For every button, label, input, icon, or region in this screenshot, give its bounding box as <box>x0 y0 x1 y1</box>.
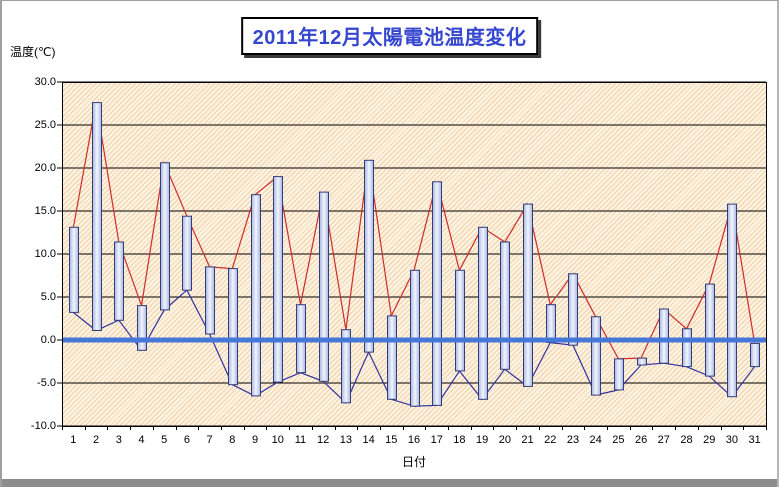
range-bar-day-21 <box>523 203 533 387</box>
x-tick-label-29: 29 <box>703 434 716 446</box>
y-tick-label-30.0: 30.0 <box>34 75 56 88</box>
x-tick-label-28: 28 <box>680 434 693 446</box>
x-tick-label-30: 30 <box>725 434 739 446</box>
range-bar-day-29 <box>705 283 715 377</box>
x-tick-label-8: 8 <box>229 434 236 446</box>
range-bar-day-27 <box>659 308 669 364</box>
range-bar-day-2 <box>92 102 102 331</box>
x-tick-label-24: 24 <box>589 434 602 446</box>
window-bottom-edge <box>2 479 777 487</box>
chart-title-box: 2011年12月太陽電池温度変化 <box>240 17 539 55</box>
x-tick-label-23: 23 <box>566 434 580 446</box>
plot-frame <box>62 82 767 427</box>
x-tick-label-13: 13 <box>339 434 352 446</box>
range-bar-day-4 <box>137 305 147 351</box>
y-tick-label-20.0: 20.0 <box>34 161 56 174</box>
x-tick-label-19: 19 <box>476 434 489 446</box>
x-tick-label-12: 12 <box>317 434 330 446</box>
range-bar-day-3 <box>114 241 124 321</box>
y-tick-label-0.0: 0.0 <box>40 333 56 346</box>
range-bar-day-7 <box>205 266 215 335</box>
x-tick-label-15: 15 <box>385 434 398 446</box>
x-tick-label-17: 17 <box>430 434 443 446</box>
x-tick-label-14: 14 <box>362 434 375 446</box>
y-tick-label--10.0: -10.0 <box>30 419 56 432</box>
range-bar-day-23 <box>568 273 578 346</box>
range-bar-day-28 <box>682 328 692 368</box>
range-bar-day-17 <box>432 181 442 406</box>
range-bar-day-20 <box>500 241 510 370</box>
range-bar-day-22 <box>546 304 556 344</box>
x-tick-label-3: 3 <box>115 434 122 446</box>
x-tick-label-27: 27 <box>657 434 670 446</box>
y-tick-label--5.0: -5.0 <box>37 376 56 389</box>
range-bar-day-25 <box>614 358 624 391</box>
range-bar-day-5 <box>160 162 170 311</box>
y-tick-label-10.0: 10.0 <box>34 247 56 260</box>
x-tick-label-5: 5 <box>161 434 168 446</box>
range-bar-day-9 <box>251 194 261 397</box>
range-bar-day-6 <box>182 215 192 291</box>
range-bar-day-24 <box>591 316 601 396</box>
x-tick-label-22: 22 <box>544 434 557 446</box>
range-bar-day-26 <box>637 357 647 366</box>
x-tick-label-18: 18 <box>453 434 466 446</box>
y-tick-label-5.0: 5.0 <box>40 290 56 303</box>
range-bar-day-14 <box>364 159 374 353</box>
range-bar-day-31 <box>750 342 760 368</box>
range-bar-day-1 <box>69 226 79 313</box>
range-bar-day-19 <box>478 226 488 400</box>
x-tick-label-9: 9 <box>251 434 259 446</box>
x-axis-title: 日付 <box>401 455 426 469</box>
chart-title: 2011年12月太陽電池温度変化 <box>252 27 527 49</box>
y-tick-label-25.0: 25.0 <box>34 118 56 131</box>
x-tick-label-16: 16 <box>407 434 421 446</box>
x-tick-label-4: 4 <box>138 434 145 446</box>
x-tick-label-11: 11 <box>294 434 307 446</box>
range-bar-day-30 <box>727 203 737 398</box>
range-bar-day-12 <box>319 191 329 382</box>
y-axis-title: 温度(℃) <box>10 45 56 59</box>
x-tick-label-25: 25 <box>612 434 625 446</box>
x-tick-label-6: 6 <box>183 434 190 446</box>
x-tick-label-26: 26 <box>634 434 648 446</box>
y-tick-label-15.0: 15.0 <box>34 204 56 217</box>
range-bar-day-18 <box>455 269 465 372</box>
x-tick-label-10: 10 <box>271 434 284 446</box>
x-tick-label-31: 31 <box>748 434 761 446</box>
range-bar-day-8 <box>228 268 238 386</box>
x-tick-label-1: 1 <box>70 434 77 446</box>
range-bar-day-10 <box>273 176 283 383</box>
range-bar-day-15 <box>387 315 397 400</box>
x-tick-label-20: 20 <box>498 434 511 446</box>
range-bar-day-13 <box>341 329 351 404</box>
x-tick-label-7: 7 <box>206 434 213 446</box>
x-tick-label-21: 21 <box>521 434 534 446</box>
x-tick-label-2: 2 <box>93 434 100 446</box>
